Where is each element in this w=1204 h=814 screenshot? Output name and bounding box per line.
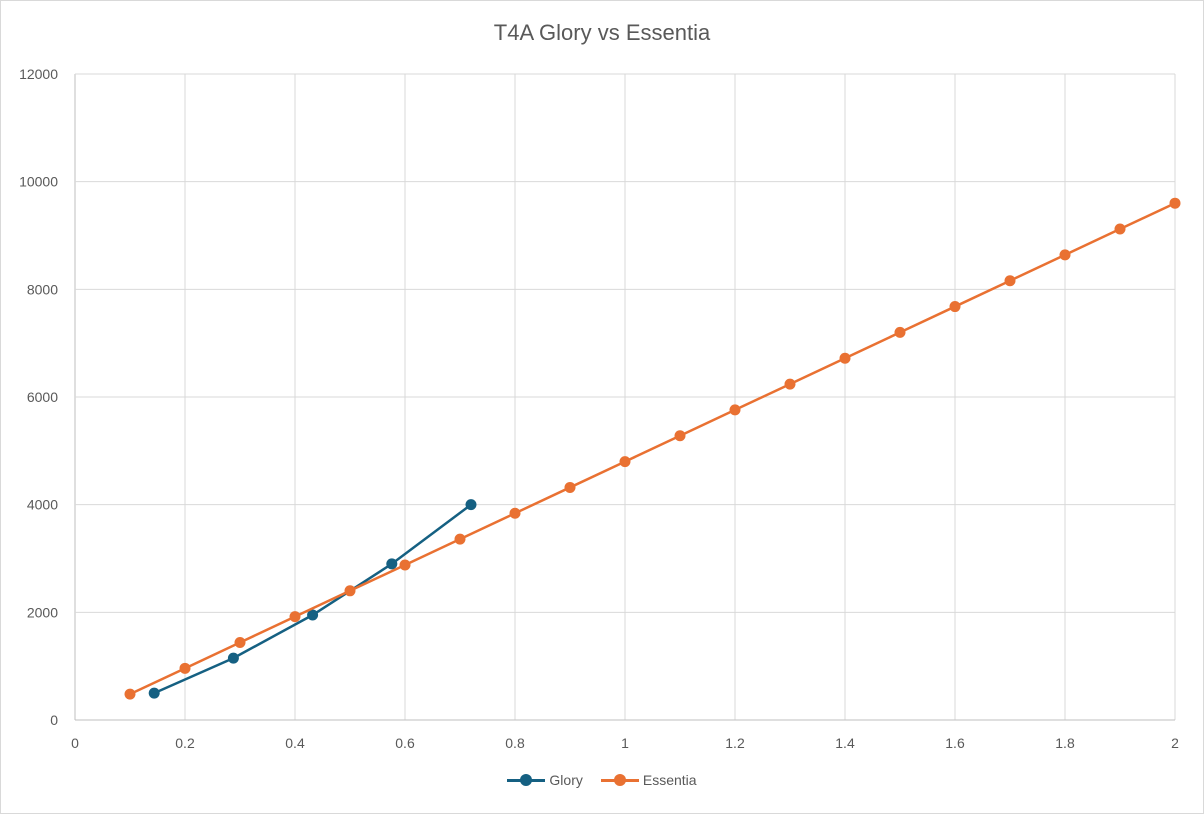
data-point-essentia: [344, 585, 356, 597]
data-point-essentia: [1059, 249, 1071, 261]
data-point-essentia: [729, 404, 741, 416]
data-point-essentia: [124, 688, 136, 700]
y-tick-label: 2000: [27, 604, 58, 620]
legend-glory-marker-icon: [507, 774, 546, 786]
data-point-glory: [465, 499, 477, 511]
data-point-glory: [148, 687, 160, 699]
x-tick-label: 0.4: [285, 735, 305, 751]
x-tick-label: 0: [71, 735, 79, 751]
data-point-glory: [386, 558, 398, 570]
y-tick-label: 10000: [19, 174, 58, 190]
legend-label: Glory: [549, 772, 583, 788]
data-point-essentia: [509, 507, 521, 519]
data-point-essentia: [784, 378, 796, 390]
x-tick-label: 1: [621, 735, 629, 751]
data-point-essentia: [179, 662, 191, 674]
x-tick-label: 1.6: [945, 735, 965, 751]
series-line-essentia: [129, 202, 1176, 696]
series-line-glory: [153, 503, 472, 695]
data-point-essentia: [674, 430, 686, 442]
x-tick-label: 1.8: [1055, 735, 1075, 751]
x-tick-label: 0.6: [395, 735, 415, 751]
y-tick-label: 4000: [27, 497, 58, 513]
data-point-glory: [307, 609, 319, 621]
data-point-essentia: [399, 559, 411, 571]
x-tick-label: 1.4: [835, 735, 855, 751]
y-tick-label: 0: [50, 712, 58, 728]
data-point-essentia: [234, 636, 246, 648]
data-point-essentia: [564, 481, 576, 493]
x-tick-label: 1.2: [725, 735, 745, 751]
legend-item-glory: Glory: [507, 772, 583, 788]
data-point-essentia: [894, 326, 906, 338]
legend-label: Essentia: [642, 772, 697, 788]
data-point-essentia: [1114, 223, 1126, 235]
x-tick-label: 0.8: [505, 735, 525, 751]
chart-title: T4A Glory vs Essentia: [493, 20, 711, 45]
data-point-essentia: [454, 533, 466, 545]
data-point-essentia: [949, 301, 961, 313]
y-tick-label: 12000: [19, 66, 58, 82]
legend: Glory Essentia: [0, 772, 1204, 788]
y-tick-label: 6000: [27, 389, 58, 405]
data-point-essentia: [1004, 275, 1016, 287]
data-point-essentia: [839, 352, 851, 364]
x-tick-label: 0.2: [175, 735, 195, 751]
data-point-glory: [227, 652, 239, 664]
data-point-essentia: [619, 456, 631, 468]
legend-item-essentia: Essentia: [600, 772, 697, 788]
y-tick-label: 8000: [27, 281, 58, 297]
x-tick-label: 2: [1171, 735, 1179, 751]
data-point-essentia: [289, 611, 301, 623]
data-point-essentia: [1169, 197, 1181, 209]
legend-essentia-marker-icon: [600, 774, 639, 786]
